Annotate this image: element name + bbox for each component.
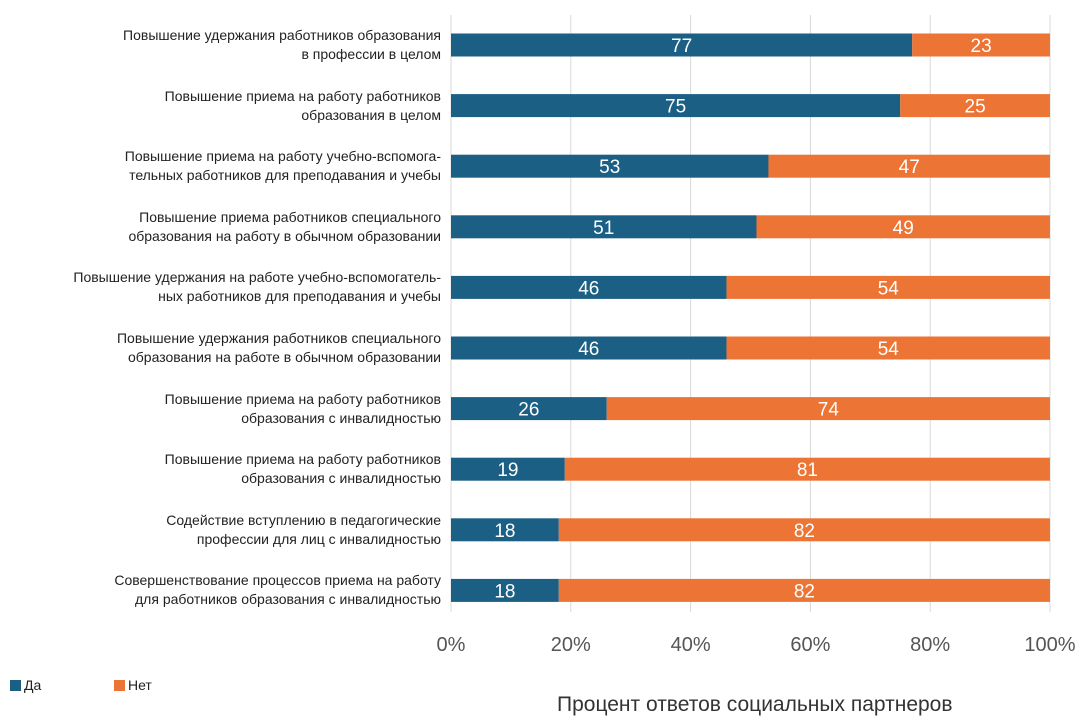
legend-label-da: Да: [24, 677, 42, 693]
category-label-0: Повышение удержания работников образован…: [123, 27, 441, 62]
value-label-net-3: 49: [893, 218, 914, 239]
category-label-4: Повышение удержания на работе учебно-всп…: [73, 269, 441, 305]
value-label-da-2: 53: [599, 157, 620, 178]
value-label-net-1: 25: [965, 97, 986, 118]
bar-net-8: [558, 518, 1050, 542]
bar-da-7: [451, 457, 565, 481]
x-tick-label-2: 40%: [670, 634, 711, 656]
legend-item-da: Да: [10, 677, 41, 693]
value-label-da-8: 18: [494, 521, 515, 542]
bar-net-1: [900, 94, 1050, 118]
category-label-1: Повышение приема на работу работников обр…: [164, 87, 441, 123]
x-tick-label-5: 100%: [1024, 634, 1076, 656]
legend-swatch-net: [114, 679, 125, 691]
value-label-net-8: 82: [794, 521, 815, 542]
value-label-da-7: 19: [497, 460, 518, 481]
bar-da-9: [451, 578, 559, 602]
value-label-da-1: 75: [665, 97, 686, 118]
bar-da-8: [451, 518, 559, 542]
bar-net-7: [564, 457, 1050, 481]
value-label-net-0: 23: [971, 36, 992, 57]
category-label-9: Совершенствование процессов приема на ра…: [114, 572, 441, 608]
bar-da-5: [451, 336, 727, 360]
value-label-net-7: 81: [797, 460, 818, 481]
bar-net-5: [726, 336, 1050, 360]
value-label-net-9: 82: [794, 581, 815, 602]
category-label-8: Содействие вступлению в педагогические пр…: [166, 511, 441, 547]
legend-item-net: Нет: [114, 677, 152, 693]
bar-da-2: [451, 154, 769, 178]
x-axis-label: Процент ответов социальных партнеров: [557, 693, 953, 716]
category-label-5: Повышение удержания работников специальн…: [116, 330, 441, 365]
legend-swatch-da: [10, 679, 21, 691]
bar-da-1: [451, 94, 901, 118]
bar-da-4: [451, 275, 727, 299]
category-label-7: Повышение приема на работу работников обр…: [164, 451, 441, 487]
bar-net-4: [726, 275, 1050, 299]
category-label-2: Повышение приема на работу учебно-вспомо…: [124, 148, 441, 184]
value-label-net-4: 54: [878, 278, 900, 299]
x-tick-label-4: 80%: [910, 634, 951, 656]
bar-net-3: [756, 215, 1050, 239]
category-label-3: Повышение приема работников специального…: [128, 208, 441, 244]
value-label-da-9: 18: [494, 581, 515, 602]
category-label-6: Повышение приема на работу работников обр…: [164, 390, 441, 426]
value-label-da-0: 77: [671, 36, 692, 57]
x-tick-label-0: 0%: [436, 634, 466, 656]
value-label-da-5: 46: [578, 339, 599, 360]
x-tick-label-3: 60%: [790, 634, 831, 656]
value-label-da-3: 51: [593, 218, 614, 239]
bar-net-2: [768, 154, 1050, 178]
bar-da-0: [451, 33, 913, 57]
value-label-da-6: 26: [518, 400, 539, 421]
value-label-net-2: 47: [899, 157, 920, 178]
value-label-da-4: 46: [578, 278, 599, 299]
value-label-net-6: 74: [818, 400, 840, 421]
legend-label-net: Нет: [128, 677, 152, 693]
bar-da-3: [451, 215, 757, 239]
bar-da-6: [451, 397, 607, 421]
value-label-net-5: 54: [878, 339, 900, 360]
x-tick-label-1: 20%: [550, 634, 591, 656]
bar-net-9: [558, 578, 1050, 602]
bar-net-6: [606, 397, 1050, 421]
bar-net-0: [912, 33, 1050, 57]
